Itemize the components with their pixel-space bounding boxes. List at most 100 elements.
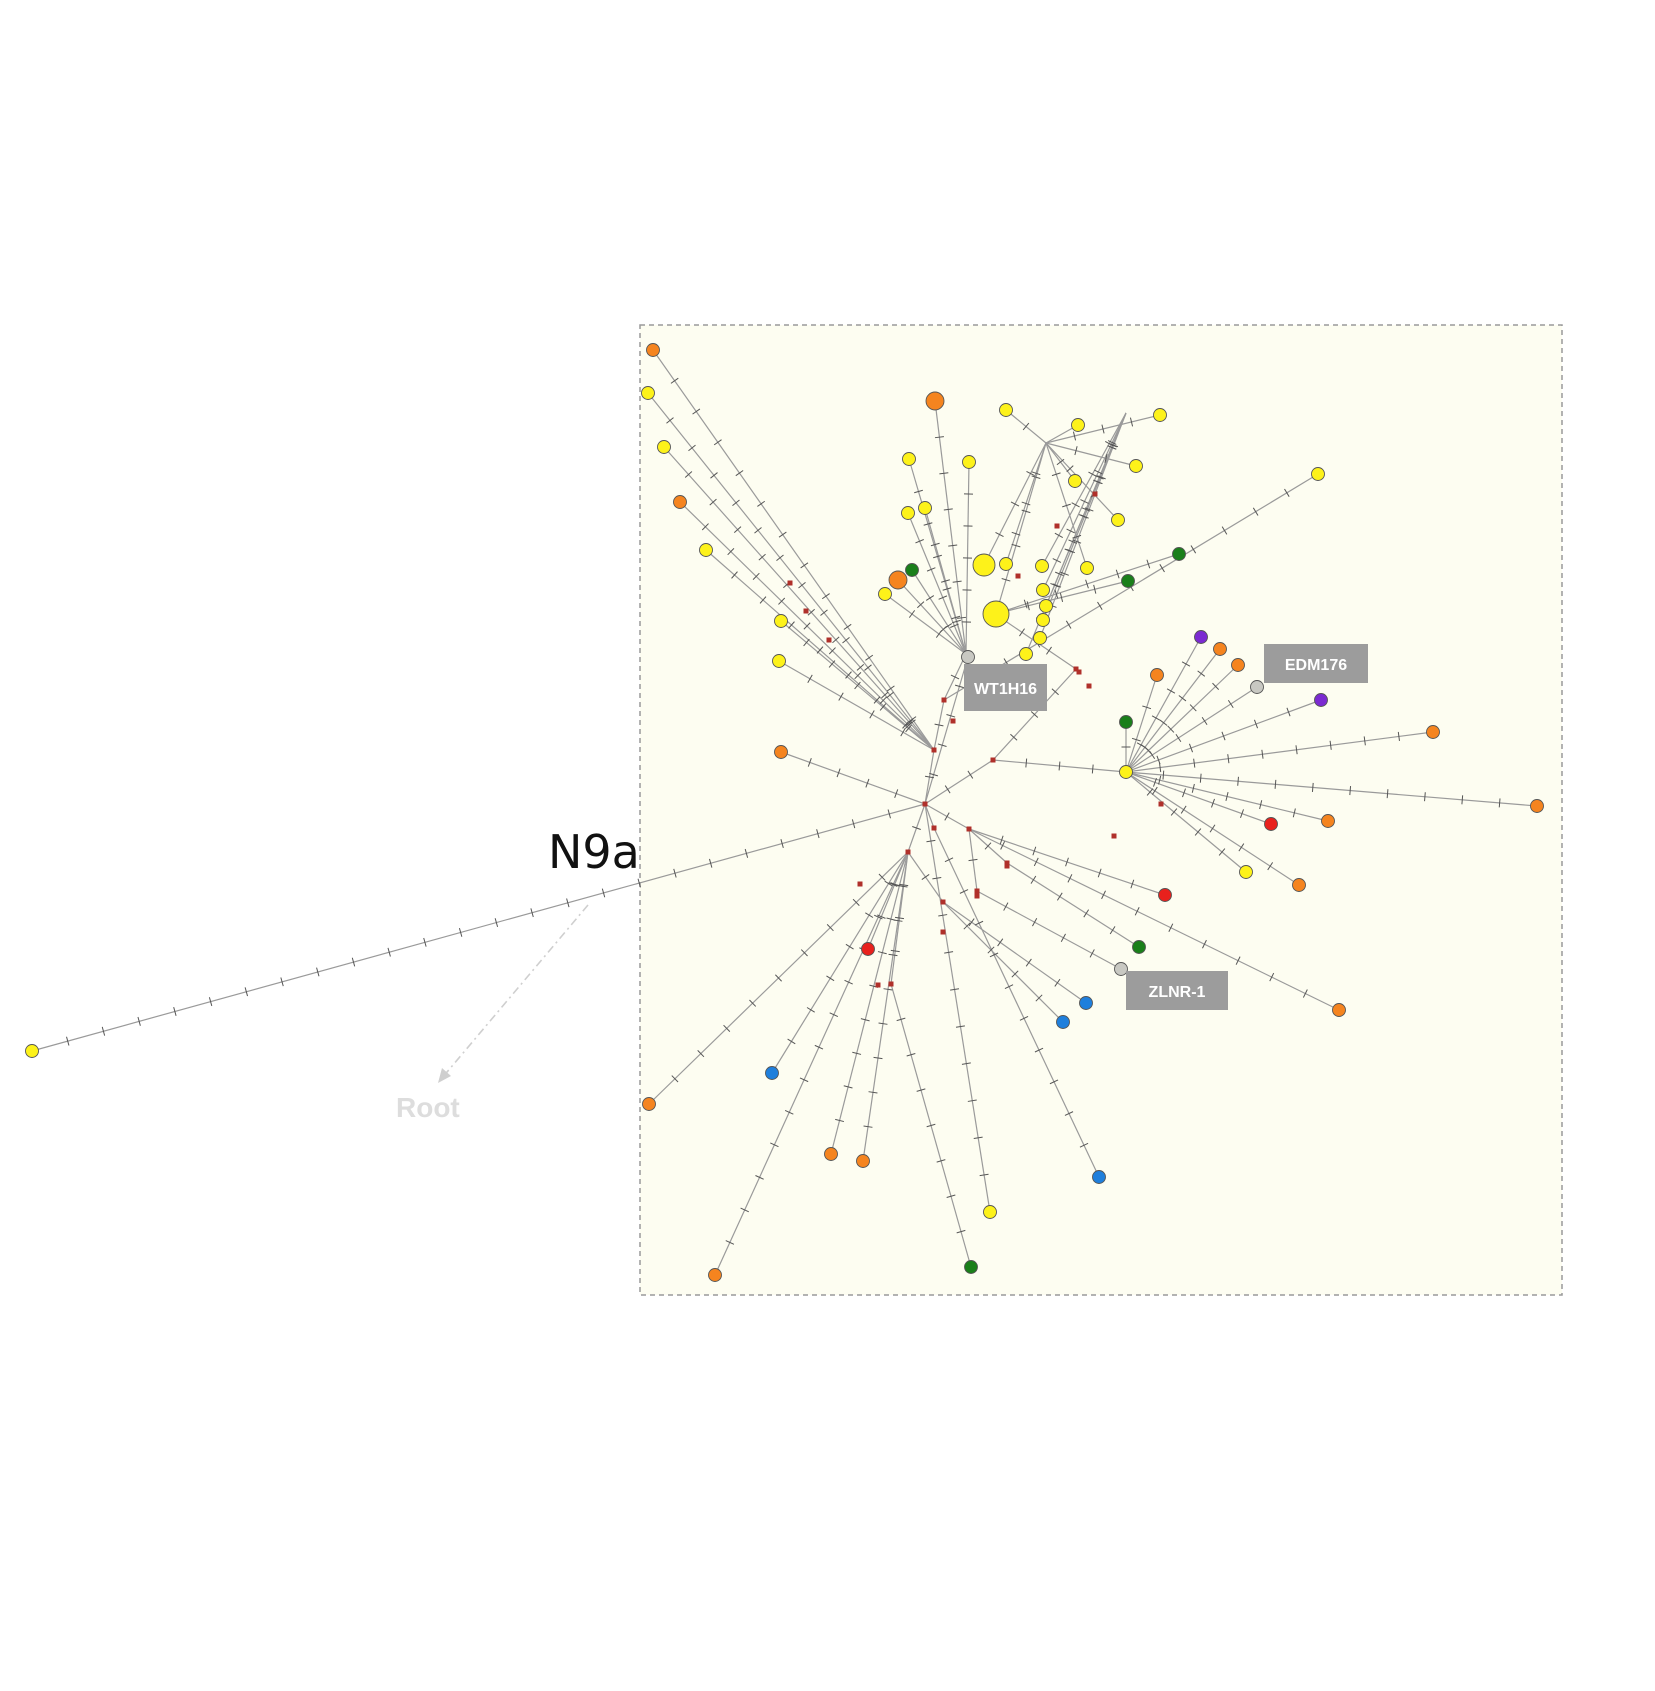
mutation-tick — [967, 770, 974, 779]
mutation-tick — [860, 1018, 870, 1022]
median-vector — [857, 881, 863, 887]
mutation-tick — [1025, 958, 1032, 967]
sample-node-yellow — [999, 403, 1013, 417]
median-vector — [1004, 860, 1010, 866]
mutation-tick — [814, 1044, 824, 1050]
mutation-tick — [865, 778, 870, 788]
mutation-tick — [1030, 875, 1037, 884]
mutation-tick — [423, 937, 427, 947]
network-edge — [1045, 442, 1137, 467]
mutation-tick — [905, 724, 912, 733]
median-vector — [1076, 669, 1082, 675]
mutation-tick — [1151, 786, 1158, 795]
mutation-tick — [803, 638, 810, 647]
mutation-tick — [1054, 532, 1063, 539]
mutation-tick — [912, 826, 921, 830]
sample-node-yellow — [699, 543, 713, 557]
mutation-tick — [1130, 879, 1135, 889]
mutation-tick — [692, 408, 701, 415]
mutation-tick — [1078, 514, 1088, 519]
median-vector — [1111, 833, 1117, 839]
mutation-tick — [1151, 715, 1161, 721]
mutation-tick — [973, 1136, 983, 1140]
mutation-tick — [799, 1077, 809, 1083]
sample-node-green — [964, 1260, 978, 1274]
mutation-tick — [856, 663, 865, 671]
sample-node-yellow — [1019, 647, 1033, 661]
mutation-tick — [946, 1194, 956, 1198]
sample-node-orange — [708, 1268, 722, 1282]
mutation-tick — [929, 772, 939, 777]
sample-node-purple — [1194, 630, 1208, 644]
network-edge — [647, 392, 935, 751]
mutation-tick — [950, 988, 960, 991]
mutation-tick — [864, 664, 872, 671]
mutation-tick — [208, 997, 213, 1007]
mutation-tick — [1109, 443, 1119, 448]
network-edge — [1045, 442, 1119, 521]
network-edge — [1125, 648, 1221, 773]
mutation-tick — [708, 858, 713, 868]
mutation-tick — [843, 1085, 853, 1089]
mutation-tick — [1004, 984, 1014, 990]
mutation-tick — [948, 544, 958, 547]
mutation-tick — [865, 912, 874, 918]
mutation-tick — [835, 1118, 845, 1123]
mutation-tick — [1235, 956, 1241, 965]
mutation-tick — [1237, 776, 1239, 786]
mutation-tick — [838, 692, 844, 701]
mutation-tick — [673, 868, 677, 878]
sample-node-red — [1158, 888, 1172, 902]
sample-node-grey — [1250, 680, 1264, 694]
sample-node-orange — [1332, 1003, 1346, 1017]
svg-text:ZLNR-1: ZLNR-1 — [1149, 984, 1206, 1001]
mutation-tick — [530, 908, 534, 918]
median-vector — [826, 637, 832, 643]
mutation-tick — [1329, 740, 1332, 750]
mutation-tick — [1166, 688, 1176, 694]
mutation-tick — [1461, 795, 1464, 805]
mutation-tick — [1091, 764, 1094, 774]
sample-node-yellow — [1033, 631, 1047, 645]
sample-node-orange — [824, 1147, 838, 1161]
mutation-tick — [951, 615, 961, 620]
mutation-tick — [1221, 526, 1228, 535]
mutation-tick — [1101, 424, 1105, 434]
median-vector — [1004, 863, 1010, 869]
mutation-tick — [1295, 745, 1298, 755]
network-edge — [934, 400, 967, 655]
mutation-tick — [851, 819, 856, 829]
mutation-tick — [725, 1240, 735, 1245]
mutation-tick — [800, 949, 808, 957]
mutation-tick — [1225, 792, 1229, 801]
median-vector — [1015, 573, 1021, 579]
sample-node-blue — [1056, 1015, 1070, 1029]
network-edge — [942, 901, 1087, 1004]
median-vector — [941, 697, 947, 703]
mutation-tick — [744, 848, 749, 858]
mutation-tick — [821, 593, 830, 600]
sample-node-yellow — [982, 600, 1010, 628]
mutation-tick — [852, 898, 860, 906]
mutation-tick — [894, 789, 899, 799]
median-vector — [966, 826, 972, 832]
network-edge — [862, 851, 909, 1162]
mutation-tick — [974, 920, 984, 926]
mutation-tick — [989, 952, 999, 958]
sample-node-yellow — [1080, 561, 1094, 575]
mutation-tick — [894, 916, 905, 920]
mutation-tick — [826, 924, 834, 932]
mutation-tick — [956, 1229, 966, 1234]
sample-node-grey — [1114, 962, 1128, 976]
mutation-tick — [1050, 582, 1059, 588]
mutation-tick — [1031, 471, 1041, 476]
sample-node-orange — [673, 495, 687, 509]
network-edge — [1125, 771, 1538, 807]
mutation-tick — [780, 839, 784, 848]
mutation-tick — [1068, 539, 1078, 544]
mutation-tick — [1010, 733, 1018, 741]
mutation-tick — [1034, 1047, 1044, 1053]
mutation-tick — [934, 436, 944, 439]
mutation-tick — [1026, 471, 1035, 476]
mutation-tick — [101, 1026, 106, 1036]
